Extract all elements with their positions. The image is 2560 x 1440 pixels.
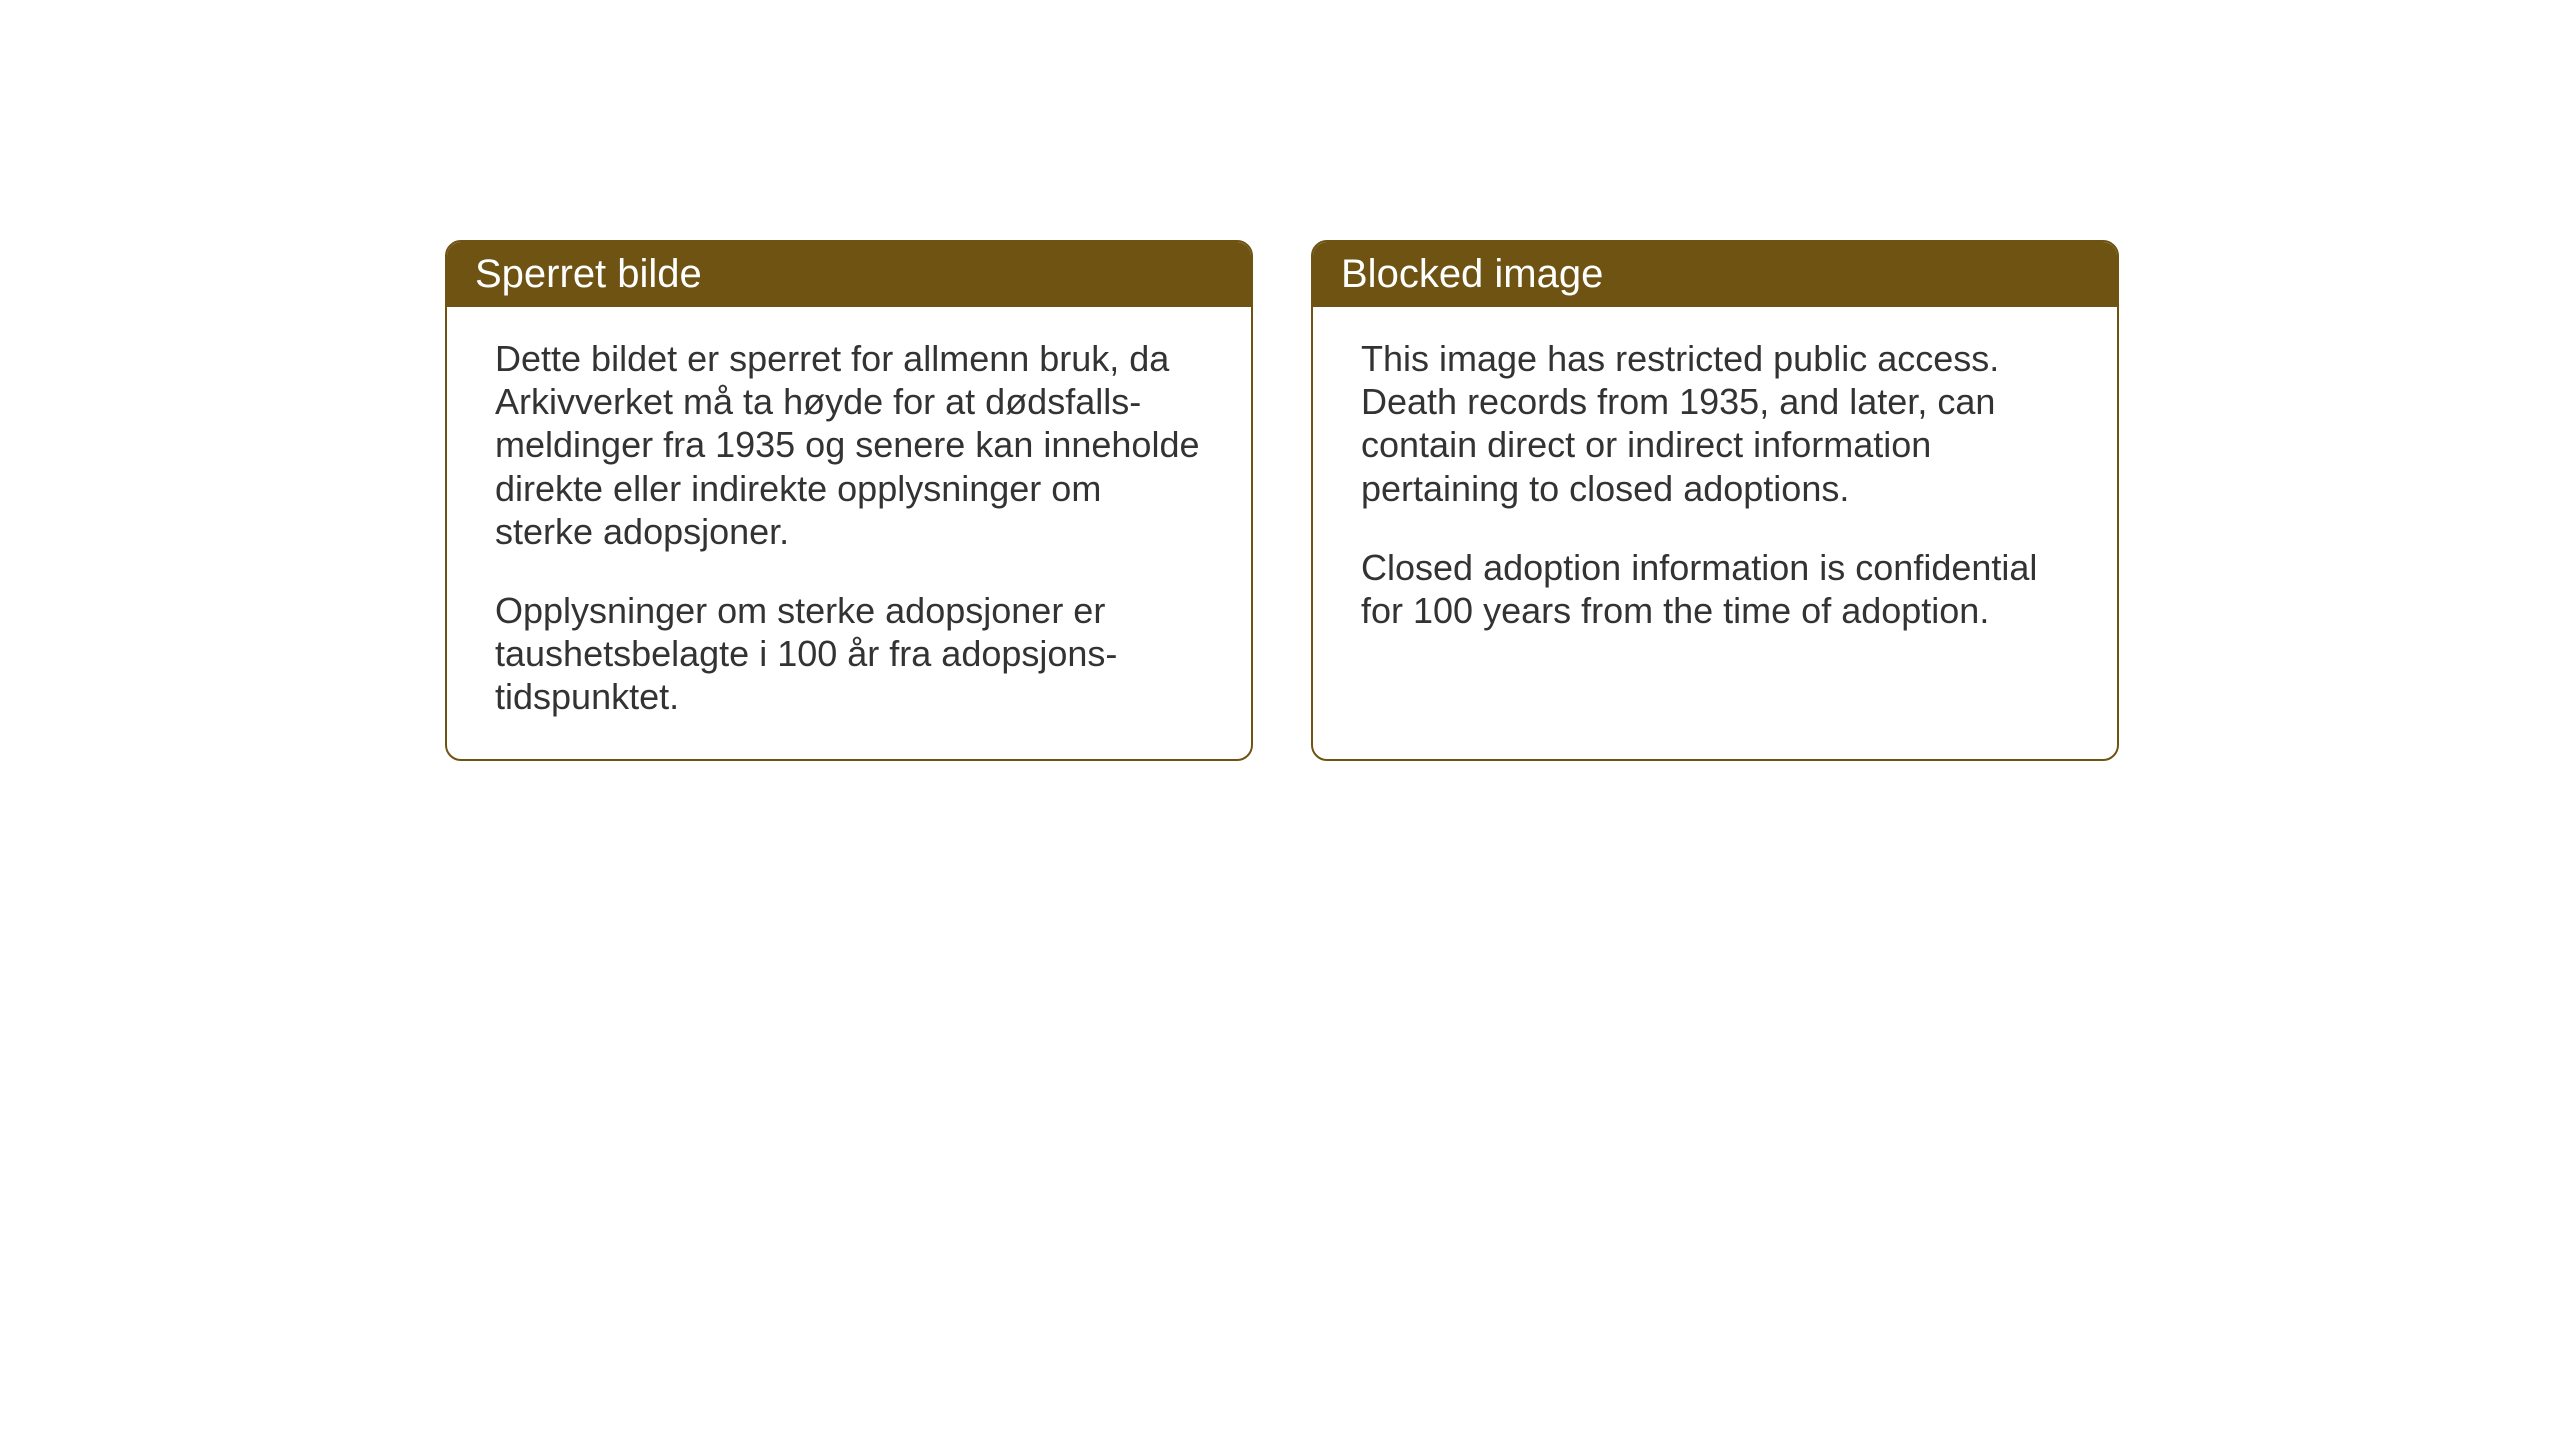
card-paragraph-2-norwegian: Opplysninger om sterke adopsjoner er tau… [495, 589, 1203, 719]
card-paragraph-1-norwegian: Dette bildet er sperret for allmenn bruk… [495, 337, 1203, 553]
card-body-english: This image has restricted public access.… [1313, 307, 2117, 724]
card-norwegian: Sperret bilde Dette bildet er sperret fo… [445, 240, 1253, 761]
card-header-norwegian: Sperret bilde [447, 242, 1251, 307]
card-paragraph-2-english: Closed adoption information is confident… [1361, 546, 2069, 632]
card-body-norwegian: Dette bildet er sperret for allmenn bruk… [447, 307, 1251, 759]
card-paragraph-1-english: This image has restricted public access.… [1361, 337, 2069, 510]
card-english: Blocked image This image has restricted … [1311, 240, 2119, 761]
card-title-norwegian: Sperret bilde [475, 252, 702, 296]
card-title-english: Blocked image [1341, 252, 1603, 296]
card-header-english: Blocked image [1313, 242, 2117, 307]
cards-container: Sperret bilde Dette bildet er sperret fo… [445, 240, 2119, 761]
